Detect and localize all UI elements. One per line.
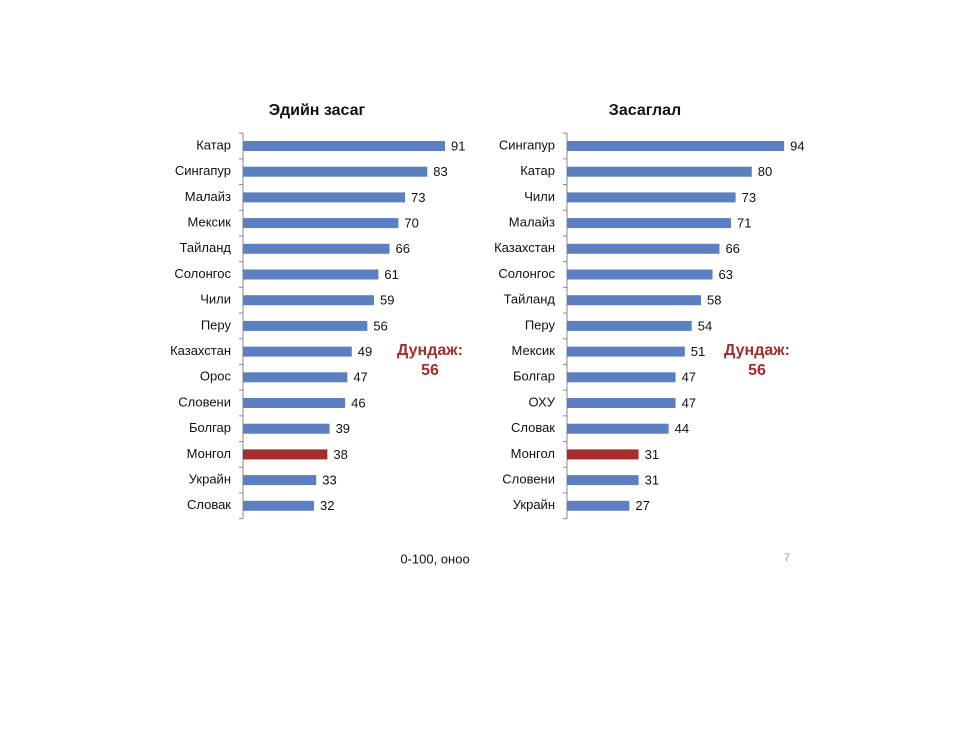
page-number: 7 xyxy=(784,552,790,564)
category-label: Малайз xyxy=(185,189,231,204)
bar xyxy=(567,346,685,357)
category-label: Украйн xyxy=(513,497,555,512)
bar xyxy=(567,243,720,254)
category-label: Малайз xyxy=(509,215,555,230)
value-label: 33 xyxy=(322,473,336,488)
value-label: 46 xyxy=(351,395,365,410)
value-label: 63 xyxy=(719,267,733,282)
bar xyxy=(567,423,669,434)
category-label: Солонгос xyxy=(174,266,231,281)
value-label: 91 xyxy=(451,138,465,153)
value-label: 61 xyxy=(384,267,398,282)
annotation: Дундаж: xyxy=(397,342,463,359)
category-label: Орос xyxy=(200,369,232,384)
value-label: 56 xyxy=(373,318,387,333)
value-label: 73 xyxy=(742,190,756,205)
bar xyxy=(567,192,736,203)
bar xyxy=(243,398,346,408)
bar xyxy=(567,295,701,306)
bar xyxy=(243,346,352,357)
bar xyxy=(567,398,676,408)
value-label: 31 xyxy=(645,473,659,488)
value-label: 66 xyxy=(396,241,410,256)
bar xyxy=(567,372,676,383)
value-label: 47 xyxy=(682,395,696,410)
bar xyxy=(243,295,374,306)
category-label: Чили xyxy=(524,189,555,204)
category-label: ОХУ xyxy=(529,394,556,409)
footnote: 0-100, оноо xyxy=(400,551,469,566)
value-label: 49 xyxy=(358,344,372,359)
annotation: 56 xyxy=(748,362,766,379)
category-label: Словак xyxy=(187,497,231,512)
category-label: Мексик xyxy=(188,215,232,230)
bar xyxy=(567,500,630,511)
bar xyxy=(243,500,315,511)
bar xyxy=(243,141,446,151)
category-label: Тайланд xyxy=(180,240,232,255)
value-label: 70 xyxy=(404,216,418,231)
bar xyxy=(567,475,639,486)
annotation: 56 xyxy=(421,362,439,379)
value-label: 47 xyxy=(682,370,696,385)
category-label: Тайланд xyxy=(504,292,556,307)
bar xyxy=(243,423,330,434)
value-label: 83 xyxy=(433,164,447,179)
bar xyxy=(243,166,428,177)
bar xyxy=(567,166,752,177)
bar xyxy=(567,320,692,331)
value-label: 47 xyxy=(353,370,367,385)
bar xyxy=(567,269,713,280)
category-label: Чили xyxy=(200,292,231,307)
category-label: Перу xyxy=(201,317,232,332)
bar xyxy=(243,269,379,280)
bar xyxy=(567,141,785,151)
category-label: Казахстан xyxy=(494,240,555,255)
bar xyxy=(567,449,639,460)
category-label: Солонгос xyxy=(498,266,555,281)
category-label: Мексик xyxy=(512,343,556,358)
value-label: 80 xyxy=(758,164,772,179)
bar xyxy=(243,475,317,486)
category-label: Монгол xyxy=(511,446,555,461)
category-label: Сингапур xyxy=(499,137,555,152)
value-label: 51 xyxy=(691,344,705,359)
category-label: Словак xyxy=(511,420,555,435)
value-label: 44 xyxy=(675,421,689,436)
chart-title: Засаглал xyxy=(609,102,681,119)
value-label: 66 xyxy=(725,241,739,256)
category-label: Словени xyxy=(178,394,231,409)
value-label: 39 xyxy=(336,421,350,436)
value-label: 38 xyxy=(333,447,347,462)
category-label: Монгол xyxy=(187,446,231,461)
bar xyxy=(243,243,390,254)
value-label: 32 xyxy=(320,498,334,513)
value-label: 27 xyxy=(635,498,649,513)
value-label: 31 xyxy=(645,447,659,462)
chart-title: Эдийн засаг xyxy=(269,102,366,119)
bar xyxy=(243,192,406,203)
bar xyxy=(567,218,732,229)
value-label: 71 xyxy=(737,216,751,231)
category-label: Катар xyxy=(196,137,231,152)
value-label: 58 xyxy=(707,293,721,308)
category-label: Казахстан xyxy=(170,343,231,358)
category-label: Украйн xyxy=(189,472,231,487)
category-label: Болгар xyxy=(189,420,231,435)
category-label: Словени xyxy=(502,472,555,487)
category-label: Болгар xyxy=(513,369,555,384)
bar xyxy=(243,218,399,229)
bar xyxy=(243,320,368,331)
annotation: Дундаж: xyxy=(724,342,790,359)
value-label: 59 xyxy=(380,293,394,308)
category-label: Сингапур xyxy=(175,163,231,178)
category-label: Перу xyxy=(525,317,556,332)
bar xyxy=(243,372,348,383)
value-label: 54 xyxy=(698,318,712,333)
value-label: 94 xyxy=(790,138,804,153)
value-label: 73 xyxy=(411,190,425,205)
bar xyxy=(243,449,328,460)
category-label: Катар xyxy=(520,163,555,178)
